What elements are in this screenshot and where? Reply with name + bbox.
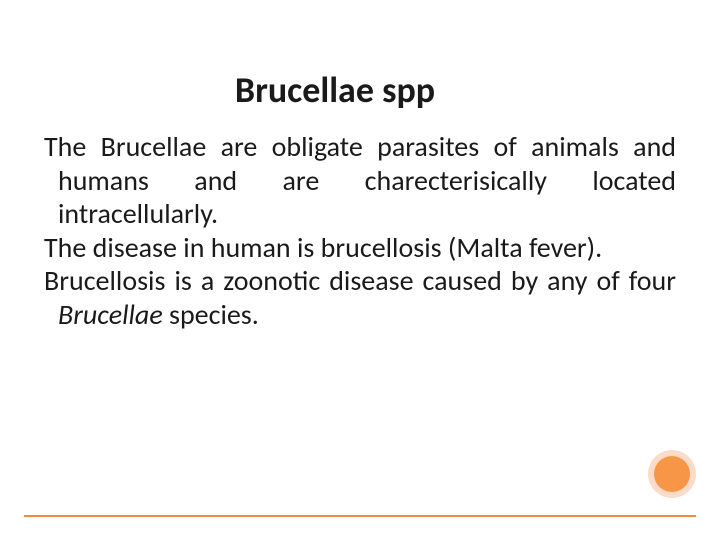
paragraph-3: Brucellosis is a zoonotic disease caused… — [44, 264, 676, 331]
decorative-circle — [648, 450, 696, 498]
paragraph-1: The Brucellae are obligate parasites of … — [44, 130, 676, 231]
decorative-bottom-line — [24, 515, 696, 517]
p3-text-1: Brucellosis is a zoonotic disease caused… — [44, 263, 676, 298]
p3-italic: Brucellae — [58, 297, 163, 332]
p3-text-2: species. — [163, 297, 259, 332]
slide-container: Brucellae spp The Brucellae are obligate… — [0, 0, 720, 540]
slide-title: Brucellae spp — [0, 68, 676, 112]
paragraph-2: The disease in human is brucellosis (Mal… — [44, 231, 676, 265]
slide-body: The Brucellae are obligate parasites of … — [44, 130, 676, 332]
decorative-circle-inner — [654, 456, 690, 492]
